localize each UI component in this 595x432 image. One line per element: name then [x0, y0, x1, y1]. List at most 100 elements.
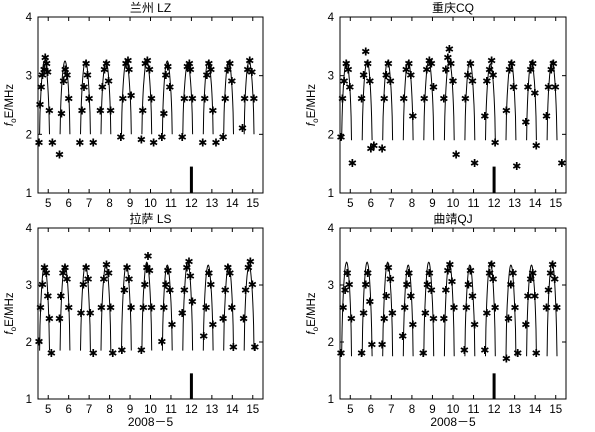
- x-tick-label: 8: [409, 404, 415, 416]
- data-point-star: ✱: [45, 104, 54, 117]
- data-point-star: ✱: [400, 301, 409, 314]
- y-tick-label: 4: [26, 12, 33, 24]
- curve-day-8: [402, 264, 414, 357]
- data-point-star: ✱: [363, 267, 372, 280]
- data-point-star: ✱: [464, 279, 473, 292]
- data-point-star: ✱: [502, 104, 511, 117]
- data-point-star: ✱: [118, 93, 127, 106]
- data-point-star: ✱: [75, 137, 84, 150]
- curve-day-15: [546, 261, 558, 357]
- curve-day-13: [505, 264, 517, 357]
- x-tick-label: 5: [45, 404, 51, 416]
- data-point-star: ✱: [86, 307, 95, 320]
- data-point-star: ✱: [512, 160, 521, 173]
- y-tick-label: 4: [26, 223, 33, 235]
- curve-day-12: [182, 261, 194, 351]
- data-point-star: ✱: [163, 264, 172, 277]
- data-point-star: ✱: [382, 290, 391, 303]
- data-point-star: ✱: [100, 63, 109, 76]
- curve-day-13: [202, 60, 214, 135]
- data-point-star: ✱: [338, 301, 347, 314]
- data-point-star: ✱: [96, 104, 105, 117]
- data-point-star: ✱: [249, 93, 258, 106]
- data-point-star: ✱: [60, 261, 69, 274]
- x-tick-label: 7: [86, 198, 92, 210]
- data-point-star: ✱: [206, 279, 215, 292]
- data-point-star: ✱: [186, 63, 195, 76]
- x-axis-label: 2008－5: [128, 415, 174, 429]
- y-tick-label: 3: [26, 71, 32, 83]
- data-point-star: ✱: [221, 93, 230, 106]
- data-point-star: ✱: [521, 116, 530, 129]
- y-tick-label: 3: [26, 280, 32, 292]
- data-point-star: ✱: [227, 301, 236, 314]
- x-tick-label: 7: [388, 404, 394, 416]
- curve-day-13: [505, 60, 517, 141]
- x-tick-label: 5: [45, 198, 51, 210]
- x-tick-label: 15: [246, 404, 259, 416]
- data-point-star: ✱: [38, 279, 47, 292]
- curve-day-8: [100, 60, 112, 135]
- data-point-star: ✱: [55, 313, 64, 326]
- data-point-star: ✱: [366, 143, 375, 156]
- data-point-star: ✱: [384, 261, 393, 274]
- data-point-star: ✱: [380, 93, 389, 106]
- x-tick-label: 5: [347, 198, 353, 210]
- data-point-star: ✱: [167, 318, 176, 331]
- curve-day-9: [121, 60, 132, 135]
- data-point-star: ✱: [159, 301, 168, 314]
- data-point-star: ✱: [490, 301, 499, 314]
- data-point-star: ✱: [427, 57, 436, 70]
- data-point-star: ✱: [165, 81, 174, 94]
- data-point-star: ✱: [441, 63, 450, 76]
- curve-day-11: [161, 264, 173, 351]
- data-point-star: ✱: [139, 301, 148, 314]
- data-point-star: ✱: [56, 290, 65, 303]
- data-point-star: ✱: [116, 131, 125, 144]
- data-point-star: ✱: [420, 93, 429, 106]
- x-tick-label: 13: [205, 404, 218, 416]
- y-axis-label-sub: o: [311, 118, 320, 123]
- data-point-star: ✱: [344, 63, 353, 76]
- data-point-star: ✱: [124, 273, 133, 286]
- data-point-star: ✱: [549, 57, 558, 70]
- event-marker-bar: [189, 373, 193, 399]
- data-point-star: ✱: [108, 347, 117, 360]
- data-point-star: ✱: [480, 344, 489, 357]
- data-point-star: ✱: [248, 279, 257, 292]
- x-axis-label: 2008－5: [430, 415, 476, 429]
- curve-day-5: [39, 60, 50, 135]
- data-point-star: ✱: [523, 81, 532, 94]
- curve-day-14: [223, 60, 234, 135]
- curve-day-10: [141, 261, 153, 351]
- y-axis-label: foE/MHz: [306, 292, 320, 334]
- data-point-star: ✱: [528, 57, 537, 70]
- data-point-star: ✱: [41, 52, 50, 65]
- data-point-star: ✱: [507, 57, 516, 70]
- data-point-star: ✱: [551, 81, 560, 94]
- data-point-star: ✱: [122, 261, 131, 274]
- y-tick-label: 1: [328, 188, 334, 200]
- data-point-star: ✱: [388, 307, 397, 320]
- data-point-star: ✱: [225, 57, 234, 70]
- data-point-star: ✱: [429, 81, 438, 94]
- y-axis-label: foE/MHz: [4, 84, 18, 126]
- data-point-star: ✱: [425, 55, 434, 68]
- data-point-star: ✱: [402, 279, 411, 292]
- chart-title: 拉萨 LS: [129, 211, 171, 226]
- data-point-star: ✱: [365, 75, 374, 88]
- data-point-star: ✱: [161, 69, 170, 82]
- data-point-star: ✱: [223, 63, 232, 76]
- data-point-star: ✱: [340, 284, 349, 297]
- y-tick-label: 2: [26, 337, 32, 349]
- curve-day-8: [402, 60, 414, 141]
- data-point-star: ✱: [451, 148, 460, 161]
- curve-day-11: [161, 60, 173, 135]
- data-point-star: ✱: [550, 273, 559, 286]
- data-point-star: ✱: [47, 347, 56, 360]
- data-point-star: ✱: [200, 93, 209, 106]
- data-point-star: ✱: [462, 301, 471, 314]
- y-tick-label: 2: [26, 129, 32, 141]
- data-point-star: ✱: [106, 301, 115, 314]
- data-point-star: ✱: [377, 143, 386, 156]
